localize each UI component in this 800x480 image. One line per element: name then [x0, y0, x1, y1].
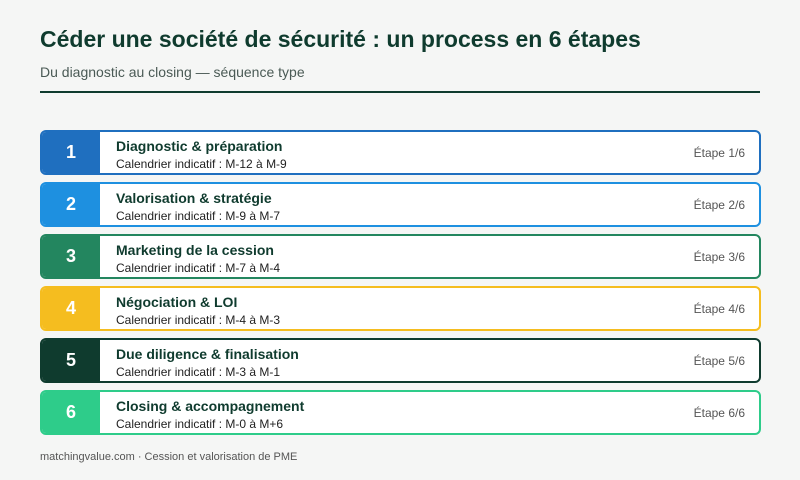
process-steps: 1 Diagnostic & préparation Calendrier in…	[40, 130, 761, 442]
step-label: Valorisation & stratégie	[116, 190, 272, 206]
step-5: 5 Due diligence & finalisation Calendrie…	[40, 338, 761, 383]
step-2: 2 Valorisation & stratégie Calendrier in…	[40, 182, 761, 227]
page-title: Céder une société de sécurité : un proce…	[40, 26, 641, 52]
step-timing: Calendrier indicatif : M-0 à M+6	[116, 417, 284, 431]
step-number: 6	[42, 392, 100, 433]
step-timing: Calendrier indicatif : M-4 à M-3	[116, 313, 281, 327]
footer-credit: matchingvalue.com · Cession et valorisat…	[40, 451, 298, 463]
step-number: 4	[42, 288, 100, 329]
step-badge: Étape 6/6	[693, 406, 745, 420]
page-subtitle: Du diagnostic au closing — séquence type	[40, 64, 305, 80]
step-label: Closing & accompagnement	[116, 398, 305, 414]
step-label: Due diligence & finalisation	[116, 346, 299, 362]
step-number: 5	[42, 340, 100, 381]
step-badge: Étape 2/6	[693, 198, 745, 212]
step-number: 3	[42, 236, 100, 277]
step-badge: Étape 3/6	[693, 250, 745, 264]
step-label: Marketing de la cession	[116, 242, 274, 258]
step-badge: Étape 4/6	[693, 302, 745, 316]
step-number: 2	[42, 184, 100, 225]
step-timing: Calendrier indicatif : M-3 à M-1	[116, 365, 281, 379]
step-timing: Calendrier indicatif : M-7 à M-4	[116, 261, 281, 275]
title-divider	[40, 91, 760, 93]
step-timing: Calendrier indicatif : M-9 à M-7	[116, 209, 281, 223]
step-4: 4 Négociation & LOI Calendrier indicatif…	[40, 286, 761, 331]
step-3: 3 Marketing de la cession Calendrier ind…	[40, 234, 761, 279]
step-label: Diagnostic & préparation	[116, 138, 283, 154]
step-label: Négociation & LOI	[116, 294, 238, 310]
step-badge: Étape 1/6	[693, 146, 745, 160]
step-1: 1 Diagnostic & préparation Calendrier in…	[40, 130, 761, 175]
step-6: 6 Closing & accompagnement Calendrier in…	[40, 390, 761, 435]
step-timing: Calendrier indicatif : M-12 à M-9	[116, 157, 287, 171]
step-number: 1	[42, 132, 100, 173]
step-badge: Étape 5/6	[693, 354, 745, 368]
